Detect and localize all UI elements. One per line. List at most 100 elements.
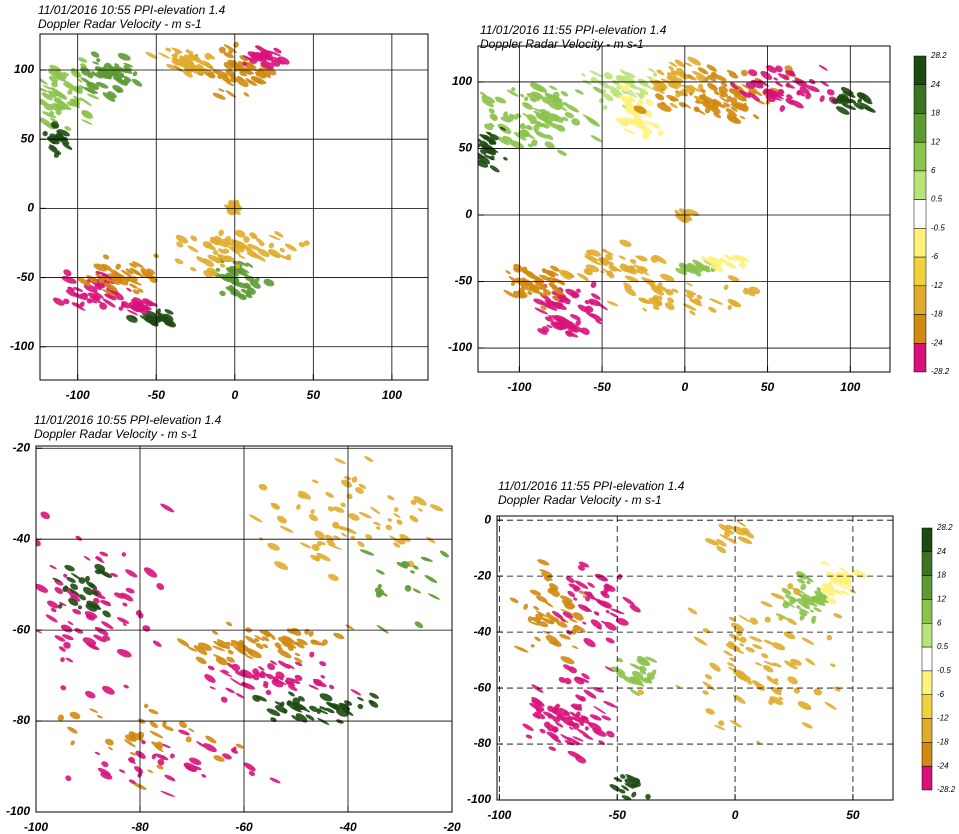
echo	[841, 103, 857, 110]
echo	[781, 588, 792, 596]
echo	[42, 130, 48, 137]
echo	[609, 612, 619, 618]
echo	[81, 119, 93, 125]
echo	[805, 85, 820, 93]
echo	[623, 282, 633, 289]
echo	[393, 542, 401, 548]
echo	[571, 703, 583, 711]
echo	[657, 69, 663, 73]
echo	[639, 669, 647, 675]
echo	[718, 93, 724, 97]
echo	[86, 275, 98, 284]
echo	[572, 325, 584, 333]
echo	[201, 774, 207, 778]
x-tick-label: 50	[846, 808, 860, 822]
echo	[535, 94, 542, 99]
echo	[154, 753, 169, 761]
echo	[650, 255, 659, 263]
echo	[588, 298, 601, 307]
echo	[102, 254, 110, 260]
echo	[509, 597, 519, 604]
echo	[50, 607, 57, 613]
echo	[724, 254, 733, 261]
colorbar-segment	[921, 599, 933, 624]
echo	[762, 664, 774, 673]
colorbar-segment	[913, 199, 927, 229]
echo	[219, 290, 226, 297]
echo	[589, 70, 604, 78]
echo	[775, 65, 783, 73]
echo	[73, 286, 84, 292]
echo	[637, 99, 644, 106]
echo	[170, 753, 175, 759]
echo	[578, 604, 591, 613]
echo	[742, 289, 749, 295]
echo	[514, 645, 529, 653]
echo	[188, 757, 202, 766]
echo	[462, 129, 477, 141]
echo	[537, 559, 550, 566]
echo	[7, 635, 16, 644]
echo	[572, 736, 584, 742]
echo	[195, 656, 207, 665]
echo	[376, 624, 389, 634]
echo	[525, 734, 533, 739]
echo	[174, 258, 184, 265]
echo	[185, 49, 190, 54]
echo	[247, 51, 260, 59]
echo	[188, 728, 195, 733]
echo	[833, 613, 843, 619]
echo	[763, 660, 777, 667]
echo	[291, 715, 300, 722]
echo	[63, 269, 72, 277]
echo	[535, 613, 544, 621]
echo	[496, 136, 510, 146]
echo	[770, 686, 782, 696]
echo	[163, 725, 174, 731]
echo	[316, 552, 331, 562]
echo	[128, 779, 136, 785]
echo	[226, 274, 232, 278]
echo	[506, 115, 514, 122]
echo	[93, 634, 107, 643]
echo	[533, 605, 540, 611]
panel-subtitle: Doppler Radar Velocity - m s-1	[34, 427, 198, 441]
echo	[555, 721, 564, 728]
echo	[543, 289, 552, 296]
echo	[48, 146, 62, 155]
echo	[671, 288, 679, 293]
echo	[164, 309, 174, 315]
echo	[187, 646, 197, 652]
echo	[350, 535, 356, 540]
echo	[227, 285, 235, 292]
echo	[702, 681, 716, 691]
echo	[291, 702, 307, 711]
echo	[211, 237, 221, 246]
echo	[503, 156, 508, 161]
echo	[620, 774, 626, 779]
echo	[602, 93, 614, 102]
echo	[727, 275, 740, 282]
echo	[357, 541, 365, 548]
x-tick-label: 100	[382, 388, 402, 402]
echo	[100, 772, 113, 780]
echo	[401, 560, 410, 568]
echo	[111, 277, 122, 285]
echo	[542, 268, 556, 278]
echo	[105, 72, 113, 78]
echo	[579, 721, 585, 726]
echo	[749, 617, 758, 625]
echo	[286, 663, 295, 670]
echo	[299, 542, 312, 549]
echo	[856, 92, 867, 100]
echo	[240, 289, 251, 295]
colorbar-label: -12	[931, 281, 943, 290]
echo	[723, 284, 729, 291]
echo	[203, 270, 214, 278]
colorbar-segment	[921, 718, 933, 743]
echo	[93, 263, 108, 272]
echo	[603, 249, 614, 256]
echo	[72, 608, 82, 615]
echo	[797, 701, 812, 711]
echo	[733, 694, 746, 704]
